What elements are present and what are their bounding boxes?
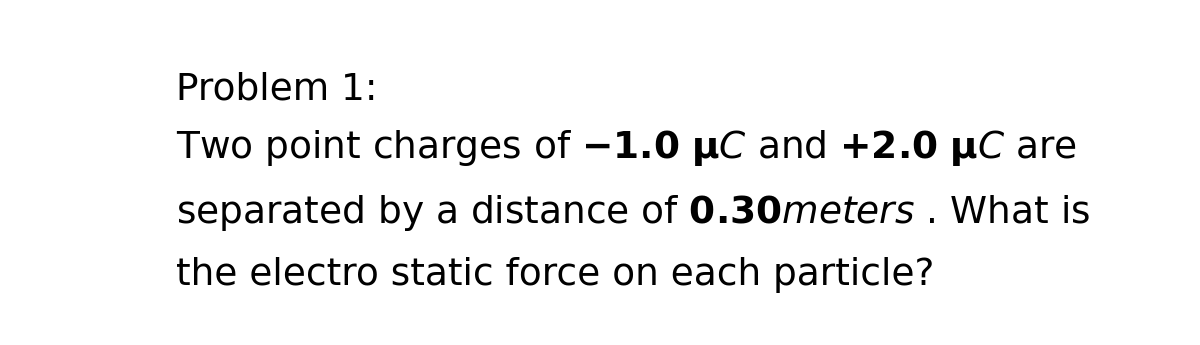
Text: separated by a distance of $\mathbf{0.30\mathit{meters}}$ . What is: separated by a distance of $\mathbf{0.30…: [176, 193, 1090, 233]
Text: Two point charges of $\mathbf{-1.0\ \mu\mathit{C}}$ and $\mathbf{+2.0\ \mu\mathi: Two point charges of $\mathbf{-1.0\ \mu\…: [176, 128, 1076, 168]
Text: Problem 1:: Problem 1:: [176, 71, 378, 107]
Text: the electro static force on each particle?: the electro static force on each particl…: [176, 257, 935, 293]
